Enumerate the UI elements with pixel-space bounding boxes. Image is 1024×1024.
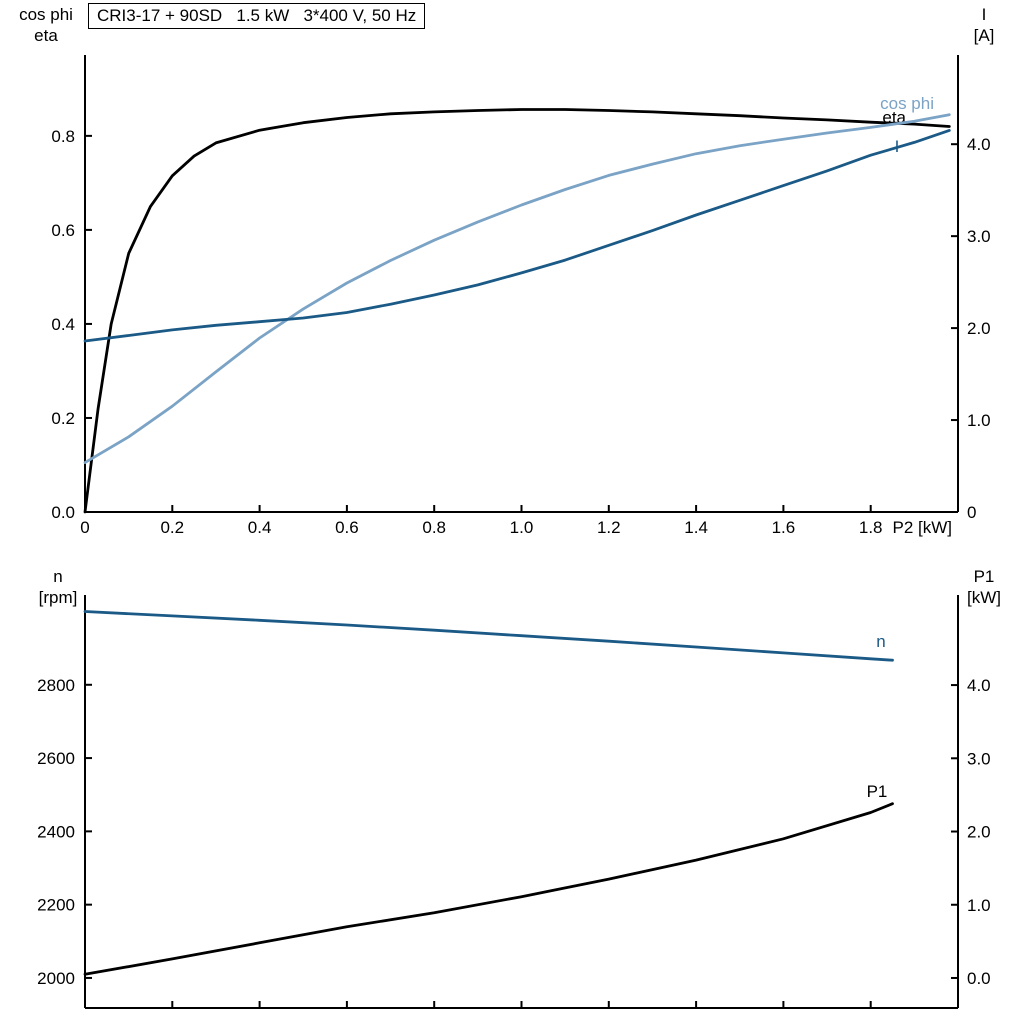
top-left-axis-header-line2: eta xyxy=(34,26,58,45)
bottom-right-axis-header-line1: P1 xyxy=(973,567,995,586)
top-left-axis-header-line1: cos phi xyxy=(19,5,73,24)
top-x-tick-label: 0.8 xyxy=(422,518,446,537)
top-left-tick-label: 0.4 xyxy=(51,315,75,334)
top-left-tick-label: 0.2 xyxy=(51,409,75,428)
top-left-tick-label: 0.0 xyxy=(51,503,75,522)
top-right-tick-label: 4.0 xyxy=(967,135,991,154)
top-x-tick-label: 1.2 xyxy=(597,518,621,537)
top-series-eta-curve xyxy=(83,108,951,514)
top-x-tick-label: 1.0 xyxy=(510,518,534,537)
top-x-tick-label: 0 xyxy=(80,518,89,537)
bottom-left-tick-label: 2000 xyxy=(37,969,75,988)
top-series-label-cos-phi: cos phi xyxy=(880,94,934,113)
top-right-axis-header-line1: I xyxy=(981,5,987,24)
top-left-axis-header: cos phi eta xyxy=(8,4,84,46)
top-series-I-curve xyxy=(83,129,951,343)
bottom-series-n-curve xyxy=(83,610,894,662)
top-left-tick-label: 0.8 xyxy=(51,127,75,146)
top-x-tick-label: 1.4 xyxy=(684,518,708,537)
top-right-axis-header-line2: [A] xyxy=(973,26,995,45)
top-x-tick-label: 1.8 xyxy=(859,518,883,537)
top-right-tick-label: 1.0 xyxy=(967,411,991,430)
bottom-right-axis-header-line2: [kW] xyxy=(967,588,1001,607)
bottom-right-tick-label: 0.0 xyxy=(967,969,991,988)
bottom-series-label-P1: P1 xyxy=(867,782,888,801)
top-x-tick-label: 0.6 xyxy=(335,518,359,537)
chart-title-box: CRI3-17 + 90SD 1.5 kW 3*400 V, 50 Hz xyxy=(88,3,426,29)
bottom-right-tick-label: 4.0 xyxy=(967,676,991,695)
top-x-axis-label: P2 [kW] xyxy=(892,518,952,537)
top-series-label-I: I xyxy=(895,137,900,156)
top-right-axis-header: I [A] xyxy=(952,4,1016,46)
bottom-left-axis-header: n [rpm] xyxy=(18,566,98,608)
bottom-series-label-n: n xyxy=(876,632,885,651)
bottom-left-tick-label: 2800 xyxy=(37,676,75,695)
bottom-left-tick-label: 2600 xyxy=(37,749,75,768)
bottom-chart: 2000 2200 2400 2600 2800 0.0 1.0 2.0 3.0 4.0 n P1 xyxy=(37,595,991,1009)
bottom-left-axis-header-line1: n xyxy=(53,567,63,586)
bottom-series-P1-curve xyxy=(83,802,894,976)
bottom-left-tick-label: 2200 xyxy=(37,896,75,915)
top-series-cos-phi-curve xyxy=(83,113,951,464)
bottom-left-axis-header-line2: [rpm] xyxy=(38,588,78,607)
bottom-right-axis-header: P1 [kW] xyxy=(952,566,1016,608)
bottom-left-tick-label: 2400 xyxy=(37,822,75,841)
top-chart: 0.0 0.2 0.4 0.6 0.8 0 1.0 2.0 3.0 4.0 0 0.2 0.4 0.6 0.… xyxy=(51,55,991,537)
top-left-tick-label: 0.6 xyxy=(51,221,75,240)
top-x-tick-label: 1.6 xyxy=(772,518,796,537)
top-right-tick-label: 3.0 xyxy=(967,227,991,246)
top-right-tick-label: 2.0 xyxy=(967,319,991,338)
top-right-tick-label: 0 xyxy=(967,503,976,522)
top-x-tick-label: 0.4 xyxy=(248,518,272,537)
bottom-right-tick-label: 2.0 xyxy=(967,823,991,842)
bottom-right-tick-label: 3.0 xyxy=(967,749,991,768)
top-x-tick-label: 0.2 xyxy=(160,518,184,537)
bottom-right-tick-label: 1.0 xyxy=(967,896,991,915)
